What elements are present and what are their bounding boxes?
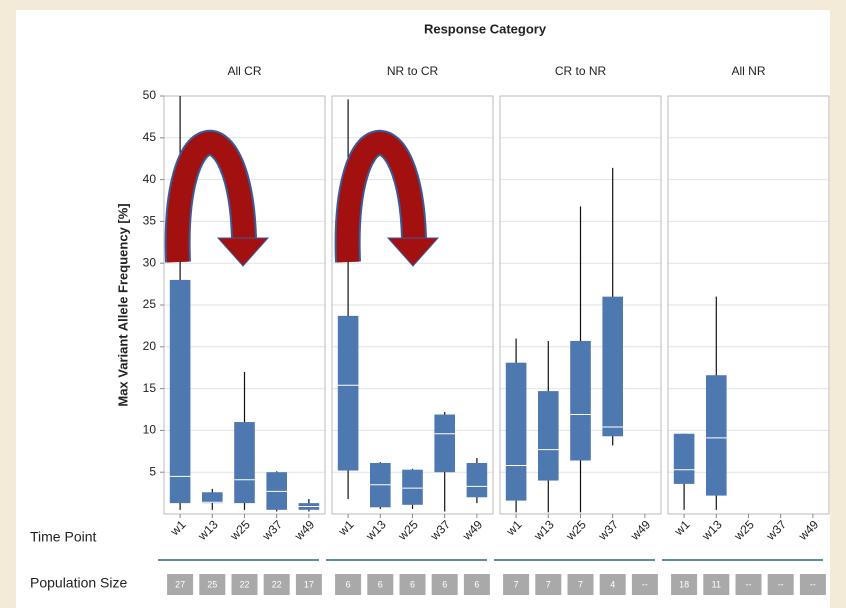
panel-title: All CR [227, 64, 261, 78]
y-tick-label: 40 [143, 172, 157, 186]
box [402, 469, 423, 505]
population-chip [535, 574, 562, 595]
population-size: 17 [304, 579, 314, 589]
y-tick-label: 35 [143, 214, 157, 228]
population-chip [567, 574, 594, 595]
population-size: 6 [474, 579, 479, 589]
population-title: Population Size [30, 575, 128, 591]
arrow-head [386, 237, 440, 267]
box [337, 315, 359, 471]
population-size: 7 [578, 579, 583, 589]
population-size: 7 [546, 579, 551, 589]
population-size: 22 [272, 579, 282, 589]
population-size: -- [746, 579, 752, 589]
population-chip [263, 574, 290, 595]
population-chip [335, 574, 362, 595]
panel-title: NR to CR [387, 64, 439, 78]
population-size: 7 [514, 579, 519, 589]
box [602, 296, 624, 437]
arrow [336, 132, 425, 263]
population-chip [199, 574, 226, 595]
population-chip [703, 574, 730, 595]
population-chip [503, 574, 530, 595]
population-size: 27 [175, 579, 185, 589]
population-chip [735, 574, 762, 595]
population-size: 6 [346, 579, 351, 589]
box [234, 422, 255, 504]
population-size: 4 [610, 579, 615, 589]
y-tick-label: 30 [143, 255, 157, 269]
y-tick-label: 5 [149, 464, 156, 478]
population-size: 6 [410, 579, 415, 589]
population-size: 6 [378, 579, 383, 589]
population-chip [599, 574, 626, 595]
y-tick-label: 45 [143, 130, 157, 144]
population-size: 18 [679, 579, 689, 589]
population-chip [399, 574, 426, 595]
box [673, 433, 695, 484]
population-size: -- [778, 579, 784, 589]
panel-title: CR to NR [555, 64, 607, 78]
box [434, 414, 456, 473]
y-tick-label: 25 [143, 297, 157, 311]
y-tick-label: 20 [143, 339, 157, 353]
arrow-head [216, 237, 270, 267]
annotations [164, 130, 440, 267]
chart-title: Response Category [424, 21, 547, 36]
population-chip [463, 574, 490, 595]
population-chip [167, 574, 194, 595]
population-size: 22 [239, 579, 249, 589]
population-size: 6 [442, 579, 447, 589]
box [537, 391, 559, 481]
population-chip [231, 574, 258, 595]
population-chip [767, 574, 794, 595]
y-tick-label: 10 [143, 423, 157, 437]
population-size: 11 [712, 579, 721, 589]
population-chip [431, 574, 458, 595]
population-size: 25 [207, 579, 217, 589]
box [466, 463, 488, 498]
arrow [166, 132, 255, 263]
population-chip [631, 574, 658, 595]
box [505, 362, 527, 501]
box [570, 340, 591, 461]
population-chip [295, 574, 322, 595]
box [201, 492, 223, 504]
box [169, 279, 191, 504]
y-tick-label: 50 [143, 88, 157, 102]
y-axis-title: Max Variant Allele Frequency [%] [115, 203, 130, 406]
y-tick-label: 15 [143, 381, 157, 395]
x-axis-title: Time Point [30, 529, 97, 545]
background [16, 10, 830, 608]
population-size: -- [810, 579, 816, 589]
population-chip [671, 574, 698, 595]
box [705, 375, 727, 496]
panel-title: All NR [731, 64, 765, 78]
population-chip [367, 574, 394, 595]
population-chip [799, 574, 826, 595]
population-size: -- [642, 579, 648, 589]
